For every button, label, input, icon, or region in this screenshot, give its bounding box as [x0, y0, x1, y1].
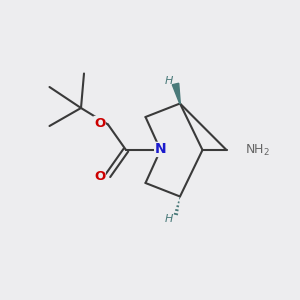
- Text: O: O: [94, 170, 105, 184]
- Text: N: N: [155, 142, 166, 156]
- Polygon shape: [172, 83, 180, 103]
- Text: NH$_2$: NH$_2$: [245, 142, 270, 158]
- Text: H: H: [165, 214, 173, 224]
- Text: H: H: [165, 76, 173, 86]
- Text: O: O: [94, 116, 105, 130]
